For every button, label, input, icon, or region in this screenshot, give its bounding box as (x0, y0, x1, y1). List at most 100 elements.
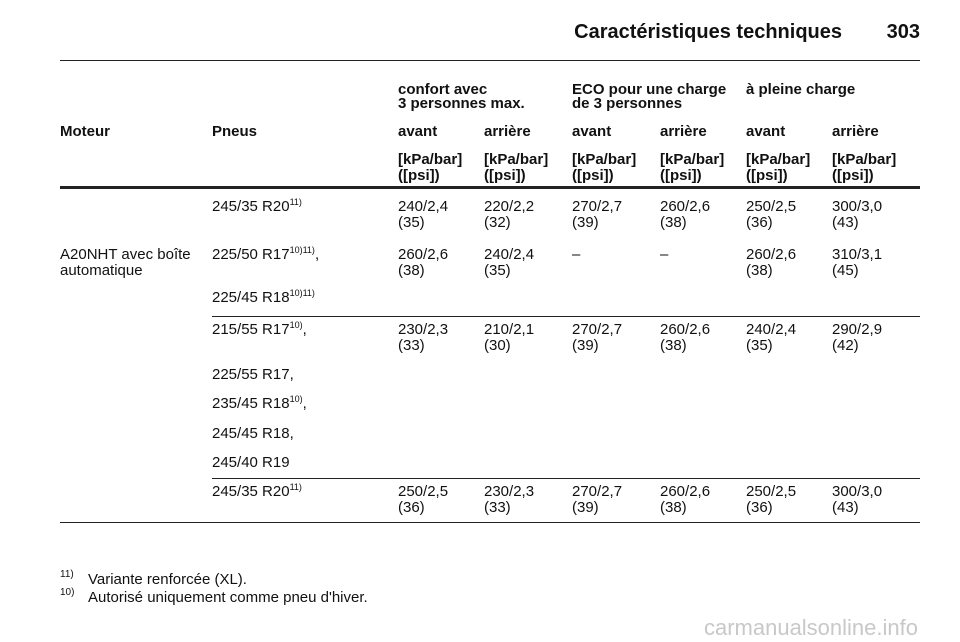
column-header: avant (398, 123, 438, 140)
column-header: Moteur (60, 123, 110, 140)
page-title: Caractéristiques techniques (574, 21, 842, 43)
pressure-psi: (33) (484, 499, 511, 516)
pressure-psi: (38) (660, 499, 687, 516)
footnote-ref: 11) (289, 197, 302, 207)
unit: [kPa/bar] (746, 151, 811, 168)
tire-name: 245/40 R19 (212, 454, 290, 471)
column-header: avant (572, 123, 612, 140)
pressure: 210/2,1 (484, 321, 535, 338)
rule (212, 478, 920, 479)
pressure-psi: (36) (398, 499, 425, 516)
tire-name: 225/45 R18 (212, 289, 290, 306)
footnote-ref: 10)11) (289, 245, 315, 255)
tire-name: 245/35 R20 (212, 483, 290, 500)
pressure-psi: (35) (484, 262, 511, 279)
pressure: – (572, 246, 581, 263)
pressure: 260/2,6 (660, 198, 711, 215)
unit: [kPa/bar] (832, 151, 897, 168)
tire-name: 245/45 R18, (212, 425, 294, 442)
pressure-psi: (42) (832, 337, 859, 354)
footnote-mark: 10) (60, 587, 75, 598)
punctuation: , (302, 321, 307, 338)
pressure-psi: (36) (746, 214, 773, 231)
pressure-psi: (45) (832, 262, 859, 279)
tire-size: 245/45 R18, (212, 426, 294, 442)
pressure-psi: (38) (398, 262, 425, 279)
unit: [kPa/bar] (398, 151, 463, 168)
pressure-psi: (30) (484, 337, 511, 354)
tire-name: 235/45 R18 (212, 395, 290, 412)
column-header: avant (746, 123, 786, 140)
unit: ([psi]) (746, 167, 788, 184)
punctuation: , (302, 395, 307, 412)
pressure-psi: (39) (572, 214, 599, 231)
unit: ([psi]) (572, 167, 614, 184)
page-number: 303 (886, 21, 920, 43)
pressure-psi: (38) (660, 214, 687, 231)
tire-name: 225/55 R17, (212, 366, 294, 383)
tire-name: 215/55 R17 (212, 321, 290, 338)
group-header: à pleine charge (746, 81, 856, 98)
tire-size: 245/35 R2011) (212, 482, 302, 500)
engine: A20NHT avec boîte (60, 246, 191, 263)
pressure: 260/2,6 (398, 246, 449, 263)
column-header: Pneus (212, 123, 258, 140)
punctuation: , (314, 246, 320, 263)
column-header: arrière (660, 123, 707, 140)
pressure-psi: (39) (572, 499, 599, 516)
footnote-ref: 10) (289, 320, 303, 330)
pressure: – (660, 246, 669, 263)
pressure: 230/2,3 (484, 483, 535, 500)
pressure: 260/2,6 (746, 246, 797, 263)
pressure: 220/2,2 (484, 198, 535, 215)
footnote-ref: 11) (289, 482, 302, 492)
pressure-psi: (43) (832, 499, 859, 516)
group-header: 3 personnes max. (398, 95, 525, 112)
column-header: arrière (832, 123, 879, 140)
pressure: 250/2,5 (746, 483, 797, 500)
footnote-ref: 10) (289, 394, 303, 404)
pressure-psi: (43) (832, 214, 859, 231)
pressure: 290/2,9 (832, 321, 883, 338)
pressure-psi: (38) (746, 262, 773, 279)
pressure-psi: (33) (398, 337, 425, 354)
rule (60, 60, 920, 61)
pressure: 270/2,7 (572, 321, 623, 338)
pressure-psi: (35) (398, 214, 425, 231)
group-header: confort avec (398, 81, 488, 98)
pressure: 260/2,6 (660, 321, 711, 338)
rule (212, 316, 920, 317)
tire-name: 225/50 R17 (212, 246, 290, 263)
tire-size: 225/45 R1810)11) (212, 288, 315, 306)
tire-size: 225/50 R1710)11), (212, 245, 320, 263)
pressure: 300/3,0 (832, 483, 883, 500)
pressure-psi: (35) (746, 337, 773, 354)
pressure-psi: (39) (572, 337, 599, 354)
pressure: 300/3,0 (832, 198, 883, 215)
rule (60, 522, 920, 523)
unit: [kPa/bar] (660, 151, 725, 168)
tire-name: 245/35 R20 (212, 198, 290, 215)
pressure-psi: (32) (484, 214, 511, 231)
pressure: 270/2,7 (572, 198, 623, 215)
pressure: 250/2,5 (398, 483, 449, 500)
unit: ([psi]) (660, 167, 702, 184)
tire-size: 225/55 R17, (212, 367, 294, 383)
watermark: carmanualsonline.info (703, 615, 918, 640)
pressure: 310/3,1 (832, 246, 883, 263)
footnote-mark: 11) (60, 569, 74, 580)
pressure: 240/2,4 (746, 321, 797, 338)
tire-size: 215/55 R1710), (212, 320, 307, 338)
pressure: 250/2,5 (746, 198, 797, 215)
footnote: Autorisé uniquement comme pneu d'hiver. (88, 589, 368, 606)
group-header: ECO pour une charge (572, 81, 727, 98)
tire-size: 245/40 R19 (212, 455, 290, 471)
unit: ([psi]) (398, 167, 440, 184)
unit: [kPa/bar] (572, 151, 637, 168)
pressure: 260/2,6 (660, 483, 711, 500)
footnote-ref: 10)11) (289, 288, 315, 298)
rule (60, 186, 920, 189)
pressure: 240/2,4 (398, 198, 449, 215)
unit: ([psi]) (832, 167, 874, 184)
